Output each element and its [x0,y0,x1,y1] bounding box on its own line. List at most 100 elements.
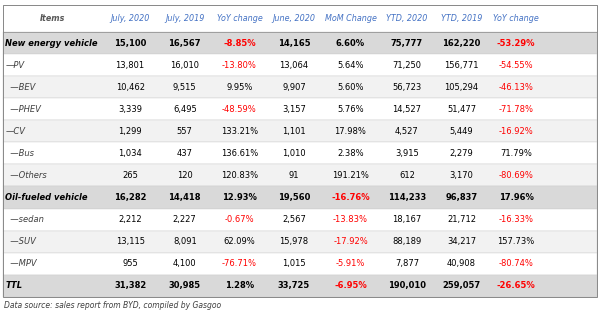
Text: 120.83%: 120.83% [221,171,258,180]
Text: -76.71%: -76.71% [222,259,257,268]
Text: Items: Items [40,14,65,23]
Text: -6.95%: -6.95% [334,281,367,290]
Bar [3,32,597,54]
Text: 13,115: 13,115 [116,237,145,246]
Text: 1,101: 1,101 [282,127,306,136]
Text: 133.21%: 133.21% [221,127,258,136]
Text: 259,057: 259,057 [443,281,481,290]
Bar [3,54,597,76]
Text: 14,165: 14,165 [278,39,310,48]
Text: 7,877: 7,877 [395,259,419,268]
Bar [3,208,597,230]
Text: 18,167: 18,167 [392,215,422,224]
Text: 1,010: 1,010 [282,149,306,158]
Text: 265: 265 [122,171,138,180]
Text: 96,837: 96,837 [446,193,478,202]
Text: -17.92%: -17.92% [333,237,368,246]
Text: 162,220: 162,220 [442,39,481,48]
Text: July, 2020: July, 2020 [110,14,150,23]
Text: 9,515: 9,515 [173,83,197,92]
Text: 156,771: 156,771 [445,61,479,70]
Text: 91: 91 [289,171,299,180]
Text: 40,908: 40,908 [447,259,476,268]
Text: 30,985: 30,985 [169,281,201,290]
Text: -26.65%: -26.65% [497,281,536,290]
Text: —BEV: —BEV [5,83,36,92]
Text: 557: 557 [177,127,193,136]
Text: —sedan: —sedan [5,215,44,224]
Text: —Bus: —Bus [5,149,34,158]
Bar [3,187,597,208]
Text: 14,527: 14,527 [392,105,421,114]
Text: -46.13%: -46.13% [499,83,533,92]
Text: -8.85%: -8.85% [223,39,256,48]
Text: 3,170: 3,170 [449,171,473,180]
Text: 56,723: 56,723 [392,83,422,92]
Text: -53.29%: -53.29% [497,39,535,48]
Text: 88,189: 88,189 [392,237,422,246]
Text: 9.95%: 9.95% [226,83,253,92]
Text: 17.96%: 17.96% [499,193,533,202]
Text: 6.60%: 6.60% [336,39,365,48]
Bar [3,165,597,187]
Text: 2,567: 2,567 [282,215,306,224]
Text: 190,010: 190,010 [388,281,426,290]
Text: YoY change: YoY change [493,14,539,23]
Text: 17.98%: 17.98% [335,127,367,136]
Text: YoY change: YoY change [217,14,262,23]
Text: 3,915: 3,915 [395,149,419,158]
Text: 13,064: 13,064 [280,61,308,70]
Text: 16,282: 16,282 [114,193,146,202]
Text: 157.73%: 157.73% [497,237,535,246]
Text: 1.28%: 1.28% [225,281,254,290]
Text: -13.83%: -13.83% [333,215,368,224]
Text: 437: 437 [177,149,193,158]
Text: —PHEV: —PHEV [5,105,41,114]
Text: 10,462: 10,462 [116,83,145,92]
Bar [3,98,597,120]
Bar [3,275,597,297]
Text: MoM Change: MoM Change [325,14,376,23]
Text: -80.69%: -80.69% [499,171,533,180]
Text: —MPV: —MPV [5,259,37,268]
Text: 6,495: 6,495 [173,105,197,114]
Text: 5,449: 5,449 [450,127,473,136]
Text: 1,015: 1,015 [282,259,306,268]
Text: 105,294: 105,294 [445,83,479,92]
Text: 191.21%: 191.21% [332,171,369,180]
Text: -71.78%: -71.78% [499,105,534,114]
Text: 16,010: 16,010 [170,61,199,70]
Bar [3,5,597,32]
Text: 2,212: 2,212 [118,215,142,224]
Bar [3,120,597,142]
Text: 8,091: 8,091 [173,237,197,246]
Text: 12.93%: 12.93% [222,193,257,202]
Text: 33,725: 33,725 [278,281,310,290]
Text: 13,801: 13,801 [116,61,145,70]
Bar [3,76,597,98]
Text: 71.79%: 71.79% [500,149,532,158]
Text: 19,560: 19,560 [278,193,310,202]
Text: -5.91%: -5.91% [336,259,365,268]
Text: July, 2019: July, 2019 [165,14,205,23]
Text: 3,339: 3,339 [118,105,142,114]
Text: 3,157: 3,157 [282,105,306,114]
Text: 1,299: 1,299 [118,127,142,136]
Text: 2,227: 2,227 [173,215,197,224]
Text: 71,250: 71,250 [392,61,421,70]
Text: 16,567: 16,567 [169,39,201,48]
Text: 15,978: 15,978 [280,237,308,246]
Text: 15,100: 15,100 [114,39,146,48]
Text: -16.33%: -16.33% [499,215,534,224]
Text: YTD, 2019: YTD, 2019 [441,14,482,23]
Text: 114,233: 114,233 [388,193,426,202]
Text: 9,907: 9,907 [282,83,306,92]
Text: -0.67%: -0.67% [224,215,254,224]
Text: June, 2020: June, 2020 [272,14,316,23]
Text: -80.74%: -80.74% [499,259,533,268]
Bar [3,253,597,275]
Text: 5.64%: 5.64% [337,61,364,70]
Text: YTD, 2020: YTD, 2020 [386,14,428,23]
Text: 31,382: 31,382 [114,281,146,290]
Text: New energy vehicle: New energy vehicle [5,39,98,48]
